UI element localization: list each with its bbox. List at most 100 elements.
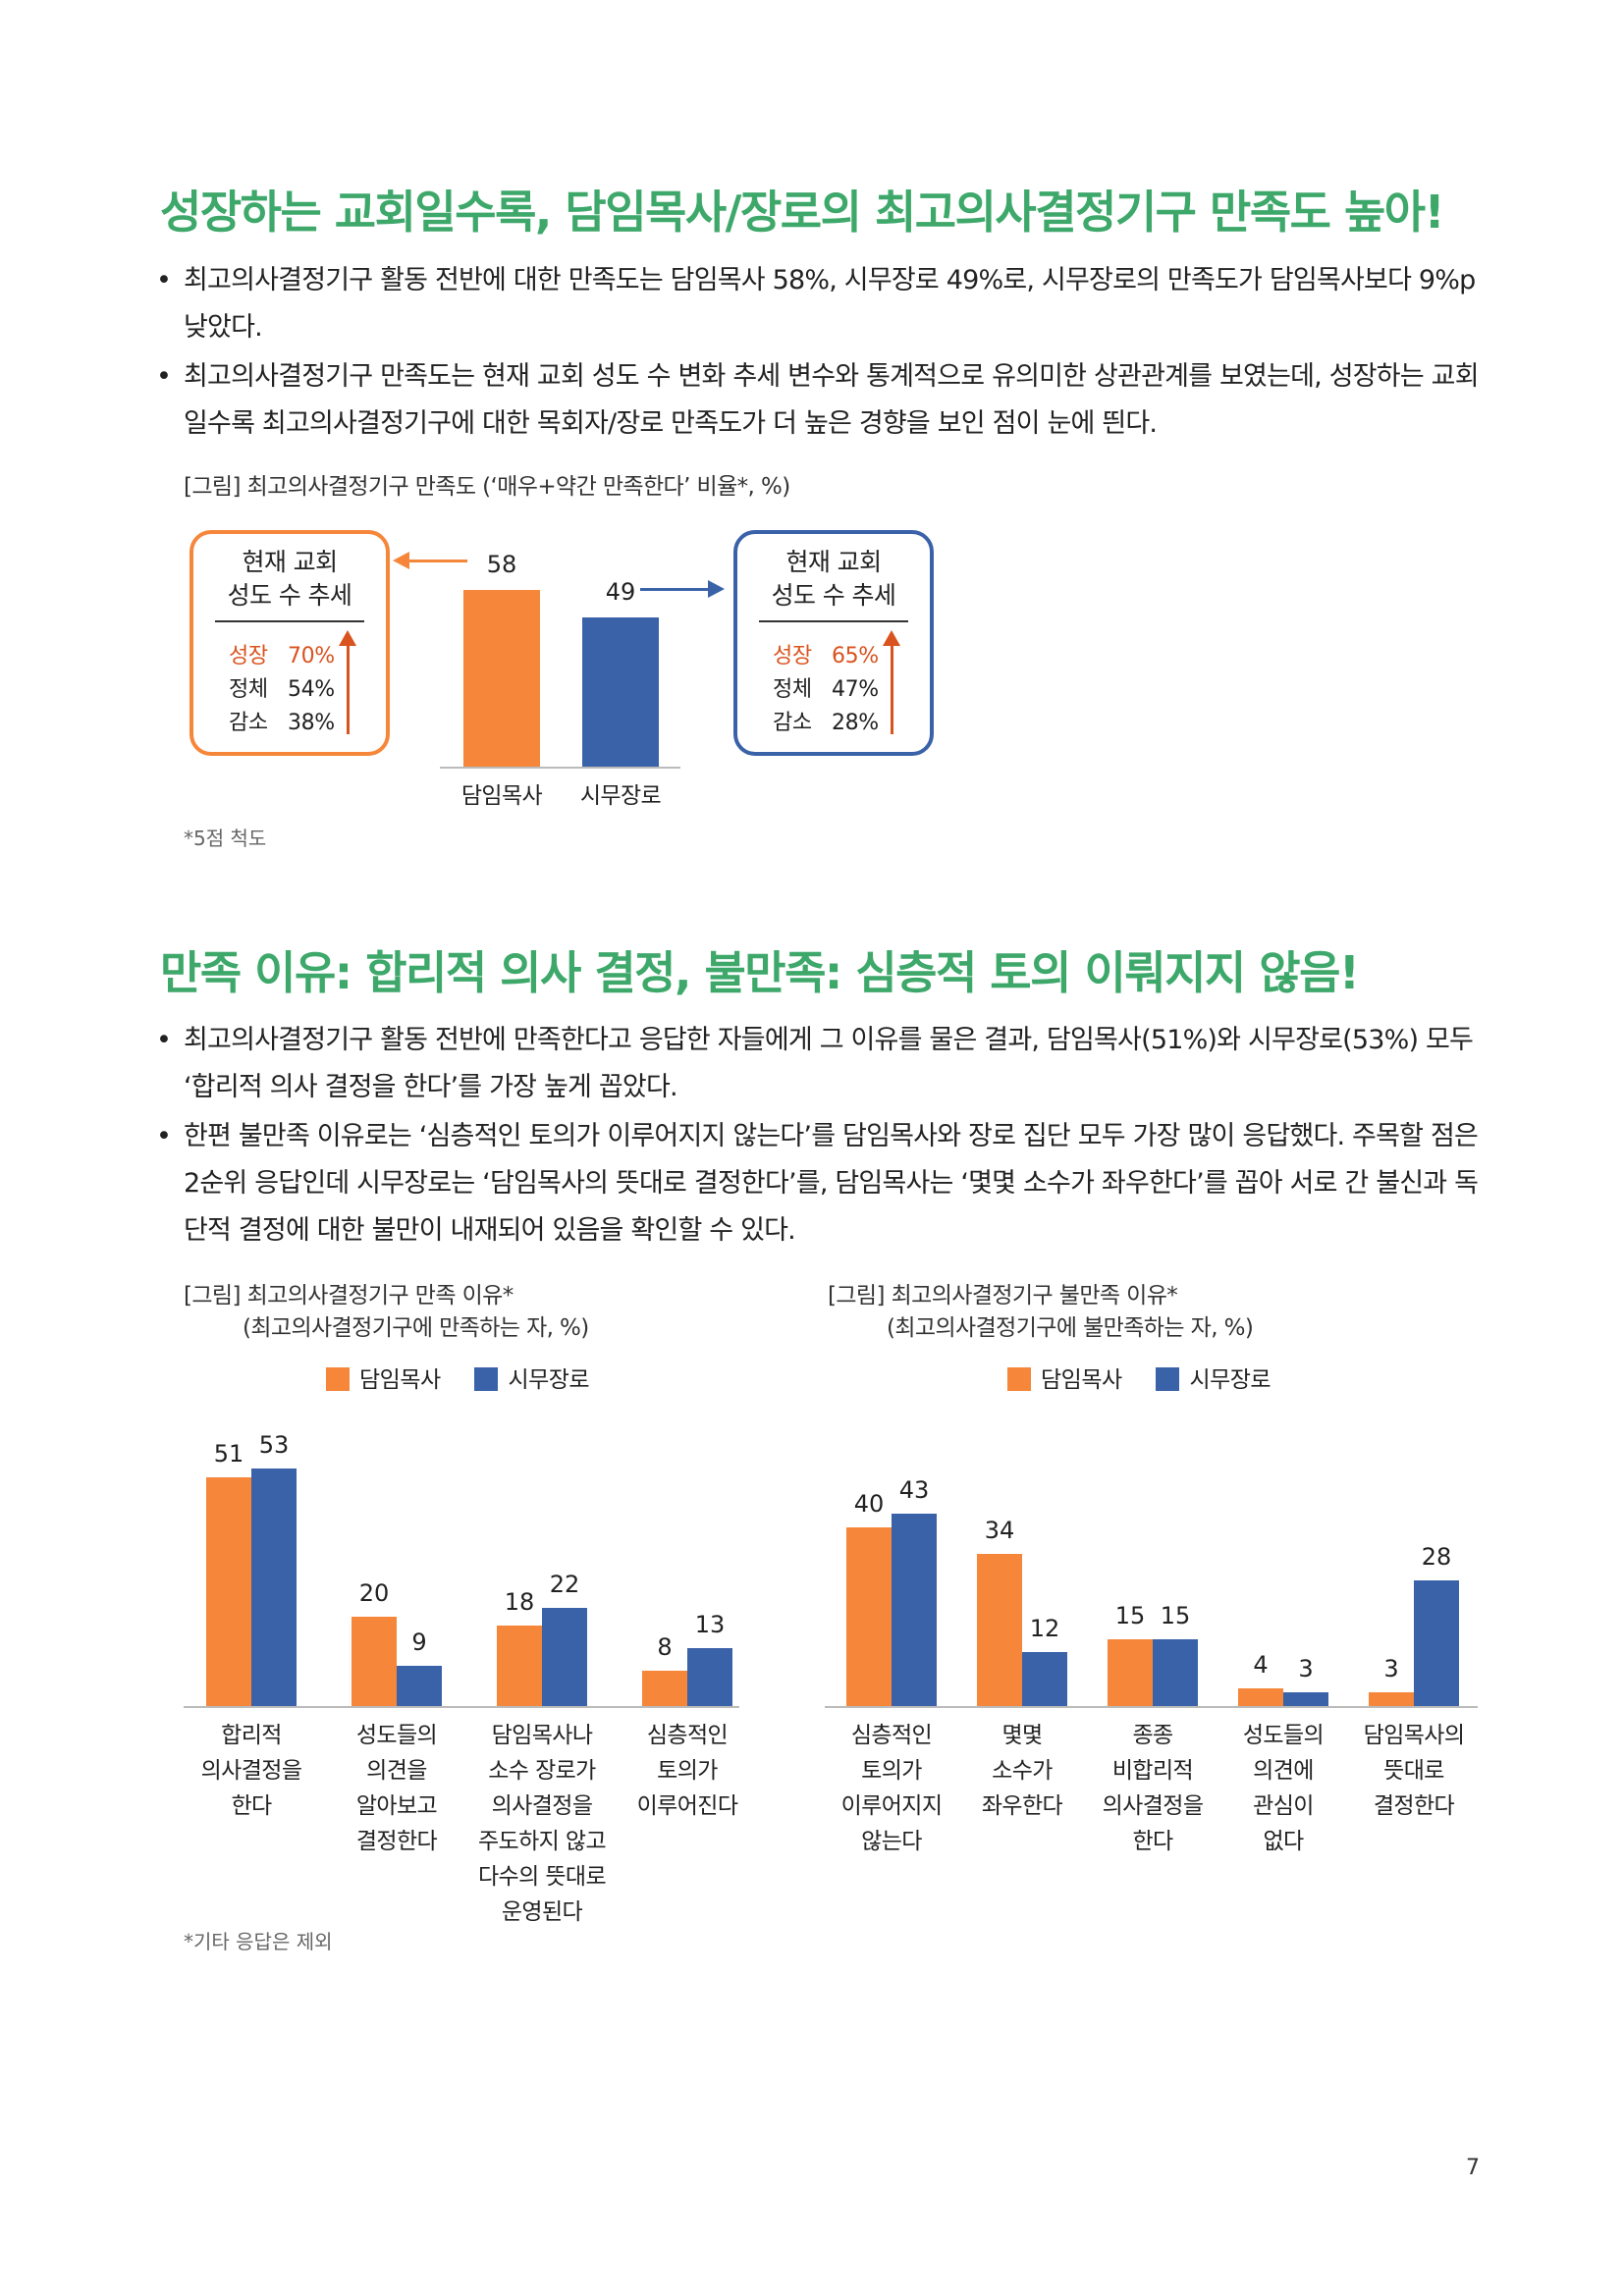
legend-swatch: [1007, 1367, 1031, 1391]
x-tick-label: 종종 비합리적 의사결정을 한다: [1102, 1723, 1204, 1854]
up-arrow-icon: [339, 630, 356, 734]
data-label: 34: [984, 1516, 1015, 1544]
x-tick-label: 심층적인 토의가 이루어지지 않는다: [840, 1723, 943, 1854]
data-label: 4: [1253, 1650, 1269, 1679]
x-tick-label: 시무장로: [579, 783, 662, 809]
x-tick-label: 합리적 의사결정을 한다: [200, 1723, 302, 1819]
figure1-caption: [그림] 최고의사결정기구 만족도 (‘매우+약간 만족한다’ 비율*, %): [184, 474, 790, 500]
bar-pastor: [1108, 1638, 1153, 1706]
right-arrow-icon: [640, 580, 725, 598]
left-arrow-icon: [393, 552, 467, 569]
trend-divider: [759, 620, 908, 622]
bar-pastor: [352, 1616, 397, 1706]
x-tick-label: 심층적인 토의가 이루어진다: [636, 1723, 738, 1819]
trend-row: 감소 28%: [773, 711, 879, 735]
bullet-dot: •: [156, 265, 172, 295]
legend-item-elder: 시무장로: [474, 1367, 590, 1393]
data-label: 28: [1421, 1543, 1452, 1572]
x-axis: [825, 1706, 1478, 1708]
data-label: 53: [258, 1431, 290, 1460]
bar-pastor: [977, 1553, 1022, 1706]
bullet-item: • 한편 불만족 이유로는 ‘심층적인 토의가 이루어지지 않는다’를 담임목사와…: [152, 1113, 1488, 1255]
data-label: 3: [1383, 1655, 1399, 1683]
x-tick-label: 담임목사나 소수 장로가 의사결정을 주도하지 않고 다수의 뜻대로 운영된다: [477, 1723, 607, 1925]
trend-row: 감소 38%: [229, 711, 335, 735]
data-label: 22: [549, 1570, 580, 1598]
bullet-dot: •: [156, 361, 172, 392]
x-axis: [184, 1706, 739, 1708]
bar-pastor: [206, 1477, 251, 1706]
x-axis: [440, 767, 680, 769]
legend-swatch: [1156, 1367, 1180, 1391]
bullet-item: • 최고의사결정기구 활동 전반에 만족한다고 응답한 자들에게 그 이유를 물은…: [152, 1017, 1488, 1111]
legend-item-pastor: 담임목사: [1007, 1367, 1122, 1393]
bullet-item: • 최고의사결정기구 활동 전반에 대한 만족도는 담임목사 58%, 시무장로 …: [152, 257, 1488, 351]
legend-swatch: [326, 1367, 350, 1391]
bar-elder: [582, 616, 659, 767]
figure2-legend: 담임목사 시무장로: [326, 1361, 617, 1394]
figure1-note: *5점 척도: [184, 827, 267, 850]
data-label: 20: [358, 1578, 390, 1607]
bar-pastor: [642, 1670, 687, 1706]
data-label: 43: [898, 1475, 930, 1504]
bar-elder: [1283, 1692, 1328, 1706]
legend-swatch: [474, 1367, 499, 1391]
bar-pastor: [1369, 1692, 1414, 1706]
trend-row: 정체 54%: [229, 677, 335, 702]
data-label: 8: [657, 1632, 673, 1661]
section1-heading: 성장하는 교회일수록, 담임목사/장로의 최고의사결정기구 만족도 높아!: [160, 186, 1445, 239]
legend-item-elder: 시무장로: [1156, 1367, 1271, 1393]
data-label: 3: [1298, 1655, 1314, 1683]
data-label: 49: [605, 577, 636, 606]
trend-box-title: 현재 교회 성도 수 추세: [227, 548, 352, 610]
up-arrow-icon: [883, 630, 900, 734]
elder-trend-box: 현재 교회 성도 수 추세 성장 65% 정체 47% 감소 28%: [733, 530, 934, 756]
figure3-subtitle: (최고의사결정기구에 불만족하는 자, %): [887, 1315, 1254, 1341]
trend-row: 정체 47%: [773, 677, 879, 702]
figure2-note: *기타 응답은 제외: [184, 1930, 333, 1953]
data-label: 12: [1029, 1615, 1060, 1643]
data-label: 51: [213, 1440, 244, 1468]
trend-row: 성장 70%: [229, 644, 335, 668]
bullet-item: • 최고의사결정기구 만족도는 현재 교회 성도 수 변화 추세 변수와 통계적으…: [152, 353, 1488, 448]
bar-elder: [251, 1468, 297, 1706]
data-label: 13: [694, 1610, 726, 1638]
pastor-trend-box: 현재 교회 성도 수 추세 성장 70% 정체 54% 감소 38%: [189, 530, 390, 756]
figure2-caption: [그림] 최고의사결정기구 만족 이유*: [184, 1283, 514, 1308]
bar-elder: [1153, 1638, 1198, 1706]
bar-elder: [687, 1647, 732, 1706]
bar-elder: [397, 1665, 442, 1706]
data-label: 15: [1114, 1601, 1146, 1629]
bar-elder: [1022, 1652, 1067, 1706]
section2-bullets: • 최고의사결정기구 활동 전반에 만족한다고 응답한 자들에게 그 이유를 물은…: [152, 1017, 1488, 1256]
section1-bullets: • 최고의사결정기구 활동 전반에 대한 만족도는 담임목사 58%, 시무장로 …: [152, 257, 1488, 450]
section2-heading: 만족 이유: 합리적 의사 결정, 불만족: 심층적 토의 이뤄지지 않음!: [160, 946, 1360, 999]
data-label: 9: [411, 1628, 427, 1656]
data-label: 18: [504, 1587, 535, 1616]
bar-pastor: [1238, 1687, 1283, 1706]
bar-elder: [542, 1607, 587, 1706]
bullet-dot: •: [156, 1121, 172, 1151]
figure2-subtitle: (최고의사결정기구에 만족하는 자, %): [243, 1315, 589, 1341]
x-tick-label: 담임목사의 뜻대로 결정한다: [1363, 1723, 1465, 1819]
trend-box-title: 현재 교회 성도 수 추세: [771, 548, 896, 610]
bar-pastor: [497, 1625, 542, 1706]
x-tick-label: 성도들의 의견에 관심이 없다: [1242, 1723, 1325, 1854]
trend-row: 성장 65%: [773, 644, 879, 668]
bullet-dot: •: [156, 1025, 172, 1055]
x-tick-label: 성도들의 의견을 알아보고 결정한다: [355, 1723, 438, 1854]
bar-pastor: [846, 1526, 892, 1706]
figure3-legend: 담임목사 시무장로: [1007, 1361, 1298, 1394]
data-label: 15: [1160, 1601, 1191, 1629]
bar-elder: [892, 1513, 937, 1706]
legend-item-pastor: 담임목사: [326, 1367, 441, 1393]
bar-pastor: [463, 590, 540, 767]
x-tick-label: 몇몇 소수가 좌우한다: [981, 1723, 1063, 1819]
bar-elder: [1414, 1580, 1459, 1706]
data-label: 58: [486, 551, 517, 578]
figure3-caption: [그림] 최고의사결정기구 불만족 이유*: [828, 1283, 1178, 1308]
x-tick-label: 담임목사: [460, 783, 543, 809]
trend-divider: [215, 620, 364, 622]
page-number: 7: [1466, 2156, 1480, 2180]
data-label: 40: [853, 1489, 885, 1518]
